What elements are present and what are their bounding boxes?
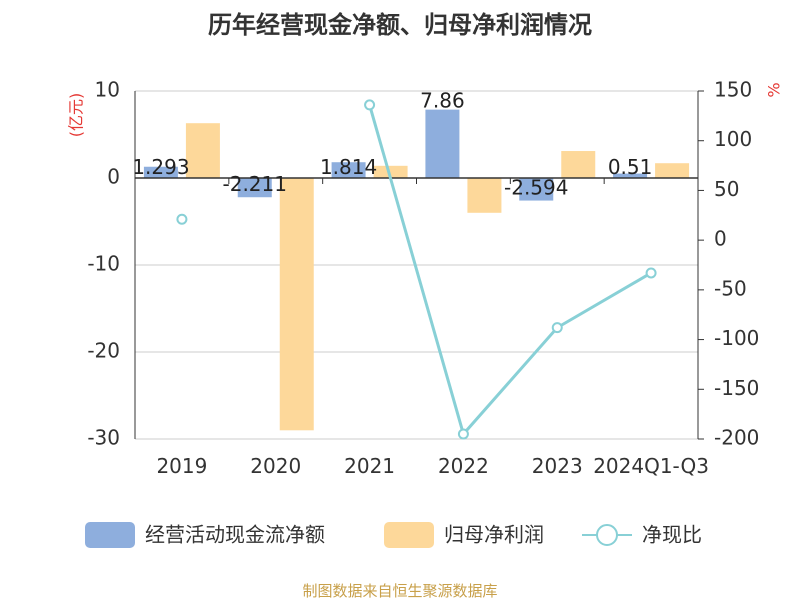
ratio-line	[368, 104, 652, 438]
source-note: 制图数据来自恒生聚源数据库	[302, 582, 497, 600]
bar-1-3	[467, 178, 502, 213]
bar-1-5	[655, 163, 690, 178]
ratio-point	[457, 428, 469, 440]
bar-0-4	[519, 178, 554, 201]
x-axis-ticks: 2019 2020 2021 2022 2023 2024Q1-Q3	[156, 454, 709, 478]
left-axis-ticks: 10 0 -10 -20 -30	[87, 78, 120, 450]
ratio-point	[645, 267, 657, 279]
bar-0-2	[331, 162, 366, 178]
right-tick-label: -200	[714, 426, 759, 450]
right-tick-label: 50	[714, 177, 739, 201]
right-tick-label: -100	[714, 326, 759, 350]
legend-marker-ratio	[596, 524, 618, 546]
x-tick-label: 2023	[532, 454, 583, 478]
right-tick-label: 100	[714, 127, 752, 151]
right-tick-label: 150	[714, 78, 752, 102]
left-tick-label: -30	[87, 426, 120, 450]
bar-1-0	[185, 123, 220, 178]
right-tick-label: -50	[714, 276, 747, 300]
cashflow-data-label: 1.814	[320, 155, 377, 179]
cashflow-data-label: -2.594	[504, 176, 568, 200]
bar-1-2	[373, 165, 408, 178]
bar-series	[143, 109, 690, 431]
legend: 经营活动现金流净额 归母净利润 净现比	[85, 522, 702, 548]
right-axis-ticks: 150 100 50 0 -50 -100 -150 -200	[698, 78, 759, 450]
x-tick-label: 2020	[250, 454, 301, 478]
bar-0-5	[613, 173, 648, 178]
legend-label-ratio: 净现比	[642, 523, 702, 547]
ratio-point	[176, 213, 188, 225]
left-axis-unit: (亿元)	[67, 93, 86, 138]
cashflow-data-label: 7.86	[420, 89, 465, 113]
x-tick-label: 2021	[344, 454, 395, 478]
legend-label-profit: 归母净利润	[444, 523, 544, 547]
cashflow-data-label: 0.51	[608, 155, 653, 179]
cashflow-data-label: 1.293	[132, 155, 189, 179]
x-tick-label: 2022	[438, 454, 489, 478]
left-tick-label: -20	[87, 339, 120, 363]
cashflow-data-label: -2.211	[223, 172, 287, 196]
bar-0-0	[143, 166, 178, 178]
right-tick-label: -150	[714, 376, 759, 400]
left-tick-label: 10	[95, 78, 120, 102]
axes	[134, 91, 699, 439]
bar-1-1	[279, 178, 314, 431]
left-tick-label: -10	[87, 252, 120, 276]
right-tick-label: 0	[714, 227, 727, 251]
legend-swatch-cashflow	[85, 522, 135, 548]
bar-1-4	[561, 151, 596, 178]
chart-title: 历年经营现金净额、归母净利润情况	[208, 11, 592, 39]
legend-swatch-profit	[384, 522, 434, 548]
ratio-point	[551, 322, 563, 334]
bar-0-1	[237, 178, 272, 198]
data-labels: 1.293 -2.211 1.814 7.86 -2.594 0.51	[132, 89, 652, 200]
x-tick-label: 2019	[156, 454, 207, 478]
legend-label-cashflow: 经营活动现金流净额	[145, 523, 325, 547]
ratio-point	[364, 99, 376, 111]
x-tick-label: 2024Q1-Q3	[593, 454, 709, 478]
bar-0-3	[425, 109, 460, 178]
line-series	[176, 99, 657, 440]
left-tick-label: 0	[107, 165, 120, 189]
right-axis-unit: %	[765, 82, 784, 97]
